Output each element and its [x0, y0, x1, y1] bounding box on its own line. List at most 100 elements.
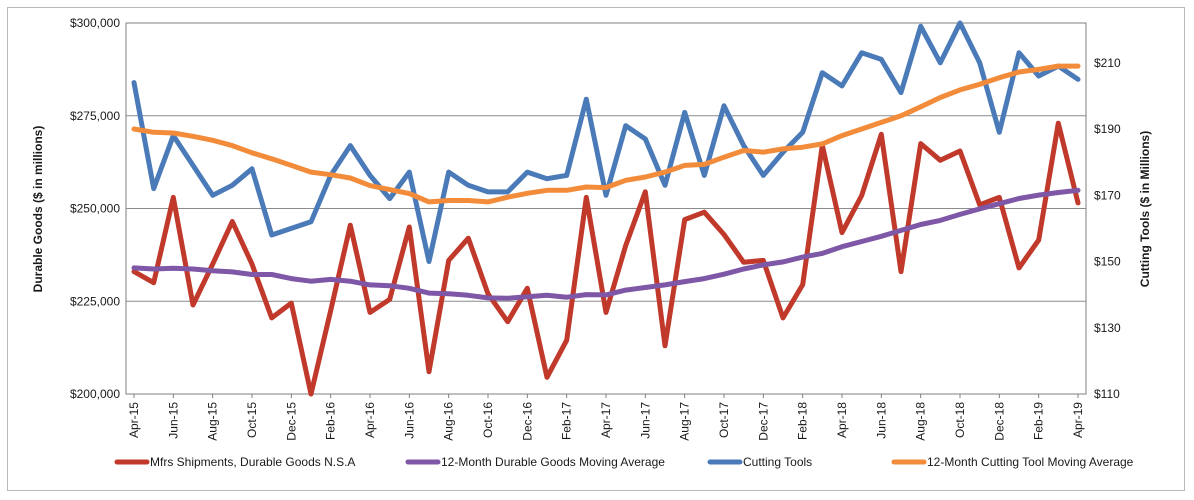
legend-label-2: 12-Month Durable Goods Moving Average: [441, 455, 665, 469]
data-point: [957, 87, 963, 93]
data-point: [407, 286, 412, 291]
right-tick-label: $150: [1094, 255, 1121, 269]
data-point: [780, 315, 786, 321]
data-point: [171, 266, 176, 271]
data-point: [387, 297, 392, 302]
data-point: [997, 201, 1002, 206]
data-point: [1075, 63, 1081, 69]
data-point: [938, 158, 943, 163]
data-point: [938, 60, 943, 65]
data-point: [544, 293, 550, 298]
data-point: [289, 226, 294, 231]
x-tick-label: Feb-19: [1032, 402, 1046, 440]
data-point: [1036, 73, 1041, 79]
data-point: [898, 113, 904, 119]
data-point: [426, 369, 432, 374]
data-point: [603, 185, 609, 190]
data-point: [623, 123, 628, 128]
data-point: [426, 199, 432, 205]
x-tick-label: Feb-18: [796, 402, 810, 440]
data-point: [328, 277, 333, 282]
data-point: [800, 130, 805, 135]
series-line-1: [131, 120, 1081, 397]
data-point: [308, 219, 314, 224]
data-point: [348, 223, 353, 228]
legend-label-4: 12-Month Cutting Tool Moving Average: [927, 455, 1134, 469]
data-point: [466, 183, 471, 188]
data-point: [997, 75, 1002, 80]
data-point: [957, 212, 963, 217]
data-point: [387, 283, 392, 288]
data-point: [367, 310, 373, 315]
data-point: [407, 224, 412, 230]
data-point: [367, 183, 373, 188]
data-point: [859, 193, 864, 198]
data-point: [230, 219, 235, 224]
x-tick-label: Aug-18: [914, 402, 928, 441]
data-point: [564, 173, 569, 178]
data-point: [190, 163, 196, 168]
data-point: [446, 169, 451, 175]
data-point: [623, 287, 628, 293]
data-point: [859, 50, 864, 55]
data-point: [249, 272, 255, 277]
data-point: [1016, 196, 1022, 201]
left-tick-label: $275,000: [70, 109, 120, 123]
x-tick-label: Apr-18: [835, 402, 849, 438]
data-point: [210, 268, 215, 273]
data-point: [367, 282, 373, 288]
data-point: [721, 103, 727, 109]
data-point: [505, 319, 510, 324]
data-point: [249, 166, 255, 171]
x-tick-label: Apr-15: [127, 402, 141, 438]
legend: Mfrs Shipments, Durable Goods N.S.A 12-Mo…: [114, 455, 1134, 469]
data-point: [643, 136, 648, 142]
data-point: [761, 150, 766, 155]
data-point: [131, 269, 137, 274]
data-point: [308, 279, 314, 284]
data-point: [741, 143, 746, 148]
data-point: [525, 191, 530, 196]
right-tick-label: $210: [1094, 56, 1121, 70]
data-point: [643, 285, 648, 290]
data-point: [820, 141, 825, 147]
data-point: [1075, 200, 1081, 206]
data-point: [1036, 67, 1041, 72]
x-tick-label: Aug-15: [206, 402, 220, 441]
x-tick-label: Apr-17: [599, 402, 613, 438]
data-point: [721, 155, 727, 160]
data-point: [761, 173, 766, 178]
data-point: [977, 60, 982, 65]
data-point: [485, 291, 491, 296]
data-point: [485, 189, 491, 195]
data-point: [269, 315, 274, 321]
data-point: [269, 272, 274, 277]
x-tick-label: Jun-16: [402, 402, 416, 439]
data-point: [466, 293, 471, 298]
left-axis-ticks: $200,000 $225,000 $250,000 $275,000 $300,000: [70, 16, 120, 401]
data-point: [997, 195, 1002, 200]
data-point: [171, 130, 176, 136]
data-point: [1036, 192, 1041, 198]
data-point: [485, 295, 491, 301]
data-point: [466, 236, 471, 241]
right-tick-label: $170: [1094, 188, 1121, 202]
data-point: [387, 187, 392, 192]
x-tick-label: Apr-16: [363, 402, 377, 438]
data-point: [131, 126, 137, 132]
data-point: [348, 175, 353, 181]
data-point: [682, 279, 687, 284]
data-point: [918, 141, 923, 146]
data-point: [662, 343, 668, 348]
data-point: [820, 251, 825, 256]
data-point: [879, 120, 884, 125]
data-point: [249, 261, 255, 267]
series-line-4: [131, 63, 1081, 205]
data-point: [702, 162, 707, 167]
data-point: [151, 186, 156, 191]
data-point: [918, 24, 923, 29]
data-point: [190, 134, 196, 139]
series-line-3: [131, 20, 1081, 264]
legend-label-1: Mfrs Shipments, Durable Goods N.S.A: [150, 455, 355, 469]
left-tick-label: $200,000: [70, 387, 120, 401]
